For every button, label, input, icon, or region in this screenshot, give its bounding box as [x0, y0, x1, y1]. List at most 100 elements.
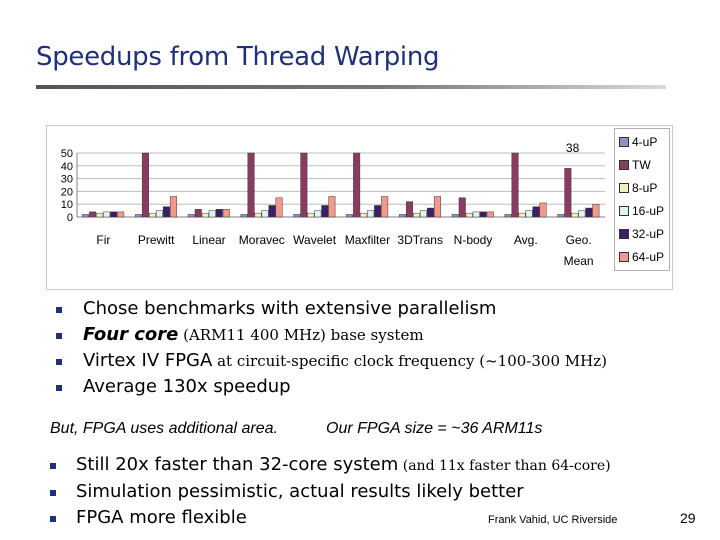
- bar-32-up: [426, 207, 434, 218]
- bar-64-up: [539, 202, 547, 218]
- bullet-item: FPGA more flexible: [50, 505, 611, 531]
- bar-16-up: [472, 211, 480, 218]
- bar-8-up: [360, 212, 368, 218]
- bullet-item: Still 20x faster than 32-core system (an…: [50, 452, 611, 479]
- bar-16-up: [155, 210, 163, 218]
- bar-tw: [353, 152, 361, 218]
- bar-tw: [141, 152, 149, 218]
- bullet-item: Average 130x speedup: [56, 374, 607, 400]
- x-category-label: Avg.: [514, 233, 538, 247]
- bar-tw: [458, 197, 466, 218]
- bullet-item: Virtex IV FPGA at circuit-specific clock…: [56, 348, 607, 374]
- legend-label: 64-uP: [632, 250, 665, 264]
- bar-8-up: [571, 212, 579, 218]
- bar-16-up: [314, 210, 322, 218]
- legend-swatch: [619, 206, 629, 216]
- bar-16-up: [208, 210, 216, 218]
- bullet-list: Chose benchmarks with extensive parallel…: [56, 296, 607, 400]
- bar-tw: [511, 152, 519, 218]
- bar-16-up: [419, 210, 427, 218]
- legend-label: 4-uP: [632, 135, 658, 149]
- bar-64-up: [592, 203, 600, 218]
- bar-8-up: [307, 212, 315, 218]
- bullet-text: Simulation pessimistic, actual results l…: [76, 481, 524, 502]
- bullet-text: Chose benchmarks with extensive parallel…: [83, 298, 497, 319]
- bar-64-up: [117, 211, 125, 218]
- bar-4-up: [504, 214, 512, 218]
- bullet-text-detail: at circuit-specific clock frequency (~10…: [212, 352, 607, 370]
- bar-16-up: [261, 210, 269, 218]
- bar-32-up: [321, 205, 329, 218]
- x-category-label: 3DTrans: [397, 233, 443, 247]
- legend-swatch: [619, 229, 629, 239]
- y-tick-label: 50: [61, 148, 73, 160]
- footer-author: Frank Vahid, UC Riverside: [488, 514, 618, 526]
- legend-item: TW: [619, 155, 651, 175]
- bar-8-up: [148, 212, 156, 218]
- slide-title: Speedups from Thread Warping: [36, 42, 440, 72]
- bullet-square-icon: [56, 385, 62, 391]
- page-number: 29: [680, 510, 696, 526]
- bullet-square-icon: [56, 307, 62, 313]
- chart-legend: 4-uP TW 8-uP 16-uP 32-uP 64-uP: [614, 128, 670, 271]
- title-underline: [36, 85, 666, 89]
- bar-4-up: [398, 214, 406, 218]
- bar-8-up: [412, 212, 420, 218]
- bar-64-up: [381, 196, 389, 218]
- y-tick-label: 10: [61, 199, 73, 211]
- legend-item: 32-uP: [619, 224, 664, 244]
- x-category-label: N-body: [454, 233, 493, 247]
- legend-label: TW: [632, 158, 651, 172]
- bar-4-up: [346, 214, 354, 218]
- bar-32-up: [585, 207, 593, 218]
- bullet-text: FPGA more flexible: [76, 507, 247, 528]
- bullet-square-icon: [56, 359, 62, 365]
- bullet-text: Average 130x speedup: [83, 376, 291, 397]
- legend-swatch: [619, 252, 629, 262]
- x-category-label: Linear: [192, 233, 225, 247]
- legend-label: 32-uP: [632, 227, 665, 241]
- bullet-text-detail: (and 11x faster than 64-core): [398, 458, 611, 474]
- y-tick-label: 30: [61, 174, 73, 186]
- legend-item: 8-uP: [619, 178, 657, 198]
- x-category-label: Moravec: [239, 233, 285, 247]
- area-note: But, FPGA uses additional area.: [50, 420, 278, 437]
- y-tick-label: 20: [61, 186, 73, 198]
- speedup-chart: 0 10 20 30 40 50 Fir Prewitt Linear Moravec Wavele…: [46, 125, 673, 290]
- bar-32-up: [374, 205, 382, 218]
- bullet-text: Still 20x faster than 32-core system: [76, 454, 399, 475]
- bar-4-up: [451, 214, 459, 218]
- legend-item: 64-uP: [619, 247, 664, 267]
- bar-16-up: [103, 211, 111, 218]
- bar-tw: [194, 209, 202, 218]
- bullet-square-icon: [50, 490, 56, 496]
- bar-16-up: [578, 210, 586, 218]
- bar-4-up: [187, 214, 195, 218]
- bar-64-up: [433, 196, 441, 218]
- legend-item: 4-uP: [619, 132, 657, 152]
- conclusion-list: Still 20x faster than 32-core system (an…: [50, 452, 611, 531]
- bullet-text-detail: (ARM11 400 MHz) base system: [178, 326, 424, 344]
- legend-label: 16-uP: [632, 204, 665, 218]
- bar-32-up: [110, 211, 118, 218]
- y-tick-label: 40: [61, 161, 73, 173]
- bar-4-up: [134, 214, 142, 218]
- bar-8-up: [96, 212, 104, 218]
- bullet-text-emphasis: Four core: [83, 324, 179, 345]
- bar-8-up: [465, 212, 473, 218]
- bullet-item: Four core (ARM11 400 MHz) base system: [56, 322, 607, 348]
- fpga-size-note: Our FPGA size = ~36 ARM11s: [326, 420, 543, 437]
- bar-32-up: [532, 206, 540, 218]
- x-category-label: Prewitt: [138, 233, 175, 247]
- bar-64-up: [169, 196, 177, 218]
- bullet-item: Simulation pessimistic, actual results l…: [50, 479, 611, 505]
- bar-8-up: [201, 212, 209, 218]
- bar-32-up: [268, 205, 276, 218]
- y-tick-label: 0: [67, 212, 73, 224]
- bar-tw: [247, 152, 255, 218]
- legend-label: 8-uP: [632, 181, 658, 195]
- bullet-square-icon: [50, 516, 56, 522]
- bullet-item: Chose benchmarks with extensive parallel…: [56, 296, 607, 322]
- bar-tw: [564, 168, 572, 218]
